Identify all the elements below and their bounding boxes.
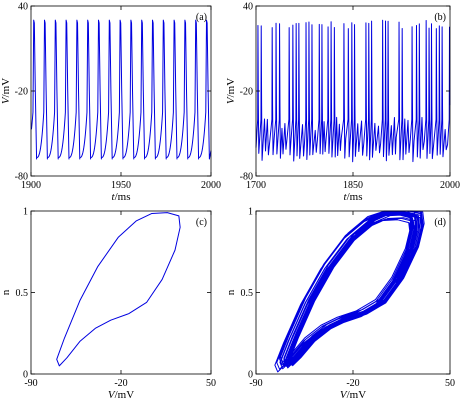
y-tick-label: 0.5	[16, 288, 29, 299]
series-line-b	[255, 19, 451, 163]
y-tick-label: 1	[248, 207, 253, 218]
y-tick-label: 40	[243, 2, 253, 13]
x-tick-label: 1700	[246, 180, 266, 191]
y-tick-label: 0.5	[241, 288, 254, 299]
x-tick-label: 50	[445, 378, 455, 389]
panel-label-a: (a)	[196, 12, 207, 23]
x-axis-label: t/ms	[344, 191, 363, 203]
panel-label-b: (b)	[434, 12, 446, 23]
x-tick-label: 50	[206, 378, 216, 389]
y-tick-label: 40	[18, 2, 28, 13]
y-tick-label: -80	[240, 172, 253, 183]
series-line-c	[56, 212, 181, 367]
x-tick-label: 2000	[440, 180, 460, 191]
axes-frame-c	[30, 210, 212, 375]
panel-d: -90 -20 50 0 0.5 1 V/mV n (d)	[225, 207, 455, 402]
x-tick-label: 1850	[343, 180, 363, 191]
x-tick-label: 1950	[111, 180, 131, 191]
y-tick-label: -80	[15, 172, 28, 183]
panel-c: -90 -20 50 0 0.5 1 V/mV n (c)	[0, 207, 216, 402]
y-axis-label: V/mV	[225, 78, 237, 104]
y-axis-label: V/mV	[0, 78, 12, 104]
x-tick-label: 2000	[201, 180, 221, 191]
x-tick-label: 1900	[21, 180, 41, 191]
series-line-d	[274, 210, 425, 373]
y-tick-label: 1	[23, 207, 28, 218]
y-axis-label: n	[0, 289, 12, 295]
series-line-a	[30, 19, 212, 160]
y-tick-label: -20	[240, 87, 253, 98]
panel-label-d: (d)	[434, 217, 446, 228]
y-tick-label: -20	[15, 87, 28, 98]
x-tick-label: -20	[114, 378, 127, 389]
y-axis-label: n	[225, 289, 237, 295]
panel-label-c: (c)	[196, 217, 207, 228]
x-axis-label: V/mV	[340, 389, 366, 401]
x-tick-label: -90	[24, 378, 37, 389]
x-axis-label: V/mV	[108, 389, 134, 401]
panel-b: 1700 1850 2000 -80 -20 40 t/ms V/mV (b)	[225, 2, 460, 204]
x-tick-label: -20	[346, 378, 359, 389]
y-tick-label: 0	[248, 370, 253, 381]
panel-a: 1900 1950 2000 -80 -20 40 t/ms V/mV (a)	[0, 2, 221, 204]
y-tick-label: 0	[23, 370, 28, 381]
x-tick-label: -90	[249, 378, 262, 389]
x-axis-label: t/ms	[112, 191, 131, 203]
